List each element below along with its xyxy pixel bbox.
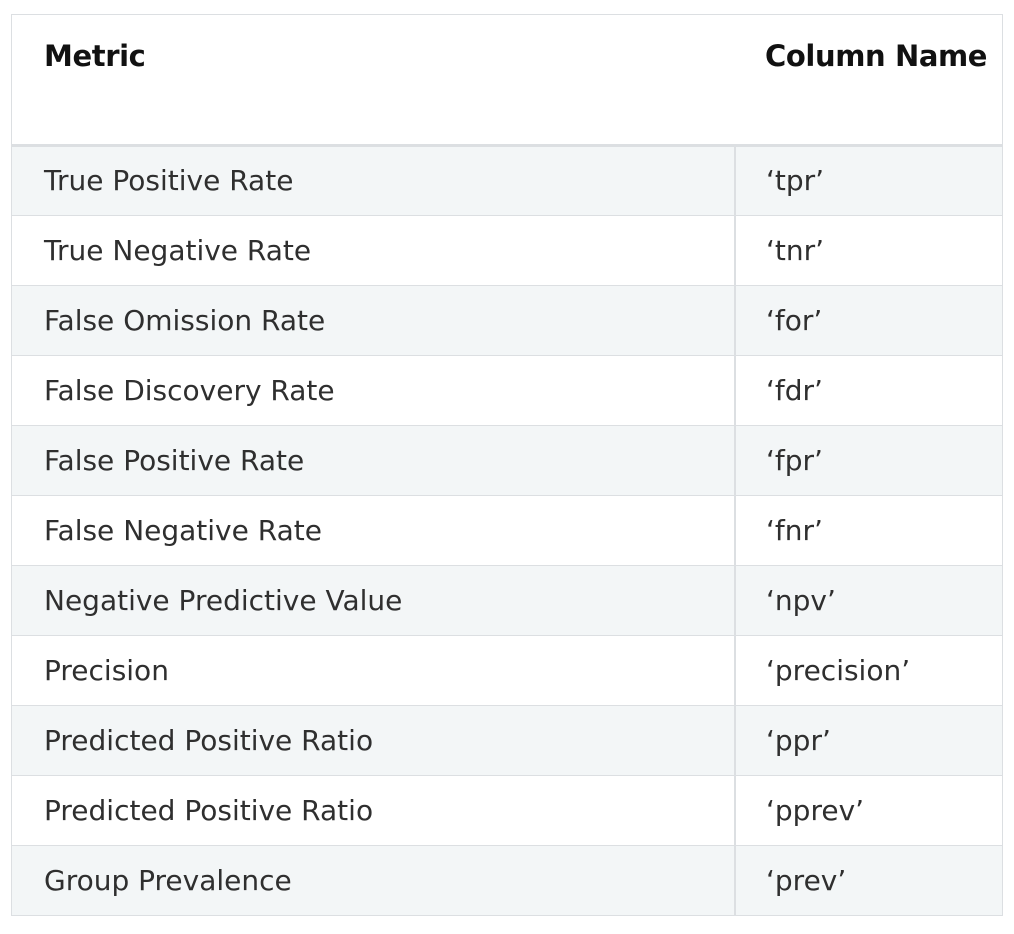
cell-metric: Predicted Positive Ratio [12, 704, 735, 775]
cell-column-name: ‘npv’ [734, 564, 1002, 635]
table-row: False Positive Rate ‘fpr’ [12, 424, 1002, 495]
cell-metric: False Positive Rate [12, 424, 735, 495]
table-row: Predicted Positive Ratio ‘ppr’ [12, 704, 1002, 775]
table-header: Metric Column Name [12, 15, 1002, 147]
table-row: False Omission Rate ‘for’ [12, 284, 1002, 355]
cell-metric: False Negative Rate [12, 494, 735, 565]
cell-column-name: ‘prev’ [734, 844, 1002, 915]
cell-metric: False Discovery Rate [12, 354, 735, 425]
cell-metric: True Positive Rate [12, 145, 735, 215]
cell-column-name: ‘tnr’ [734, 214, 1002, 285]
cell-column-name: ‘ppr’ [734, 704, 1002, 775]
cell-column-name: ‘precision’ [734, 634, 1002, 705]
header-column-name: Column Name [735, 15, 1002, 147]
table-row: False Negative Rate ‘fnr’ [12, 494, 1002, 565]
cell-column-name: ‘tpr’ [734, 145, 1002, 215]
cell-metric: Negative Predictive Value [12, 564, 735, 635]
cell-column-name: ‘fdr’ [734, 354, 1002, 425]
header-row: Metric Column Name [12, 15, 1002, 147]
cell-metric: Precision [12, 634, 735, 705]
cell-metric: Predicted Positive Ratio [12, 774, 735, 845]
table-row: Precision ‘precision’ [12, 634, 1002, 705]
cell-metric: False Omission Rate [12, 284, 735, 355]
cell-column-name: ‘pprev’ [734, 774, 1002, 845]
cell-column-name: ‘fpr’ [734, 424, 1002, 495]
table-row: False Discovery Rate ‘fdr’ [12, 354, 1002, 425]
table-row: Predicted Positive Ratio ‘pprev’ [12, 774, 1002, 845]
table-body: True Positive Rate ‘tpr’ True Negative R… [12, 145, 1002, 915]
cell-column-name: ‘for’ [734, 284, 1002, 355]
header-metric: Metric [12, 15, 735, 147]
table-row: True Positive Rate ‘tpr’ [12, 145, 1002, 215]
cell-column-name: ‘fnr’ [734, 494, 1002, 565]
cell-metric: True Negative Rate [12, 214, 735, 285]
table-row: True Negative Rate ‘tnr’ [12, 214, 1002, 285]
cell-metric: Group Prevalence [12, 844, 735, 915]
table-row: Group Prevalence ‘prev’ [12, 844, 1002, 915]
metrics-table: Metric Column Name True Positive Rate ‘t… [12, 15, 1002, 915]
table-row: Negative Predictive Value ‘npv’ [12, 564, 1002, 635]
metrics-table-container: Metric Column Name True Positive Rate ‘t… [11, 14, 1003, 916]
